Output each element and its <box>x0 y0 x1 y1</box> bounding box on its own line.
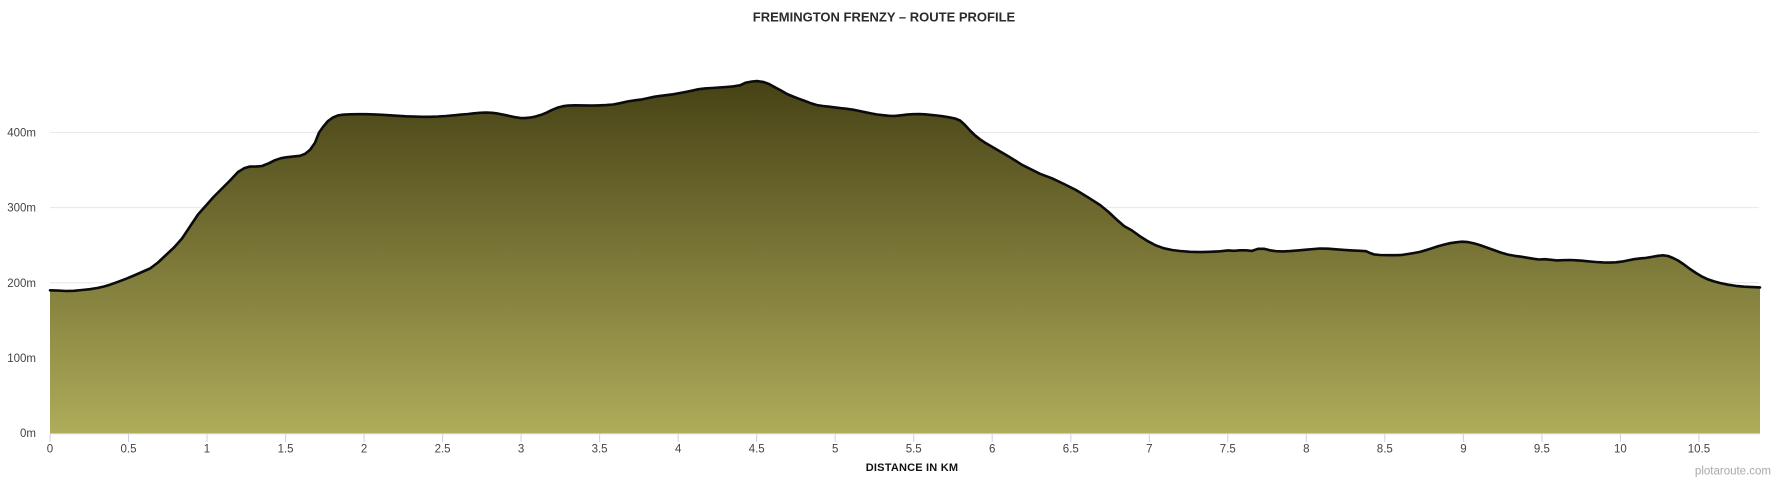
svg-text:9.5: 9.5 <box>1534 444 1550 456</box>
svg-text:6.5: 6.5 <box>1063 444 1079 456</box>
svg-text:0.5: 0.5 <box>121 444 137 456</box>
svg-text:0: 0 <box>47 444 53 456</box>
svg-text:3.5: 3.5 <box>592 444 608 456</box>
svg-text:10.5: 10.5 <box>1688 444 1710 456</box>
svg-text:7.5: 7.5 <box>1220 444 1236 456</box>
svg-text:8.5: 8.5 <box>1377 444 1393 456</box>
svg-text:2.5: 2.5 <box>435 444 451 456</box>
svg-text:FREMINGTON FRENZY – ROUTE PROF: FREMINGTON FRENZY – ROUTE PROFILE <box>753 10 1016 25</box>
svg-text:4: 4 <box>675 444 682 456</box>
svg-text:10: 10 <box>1614 444 1627 456</box>
svg-text:200m: 200m <box>7 278 36 290</box>
svg-text:DISTANCE IN KM: DISTANCE IN KM <box>866 462 958 474</box>
svg-text:400m: 400m <box>7 127 36 139</box>
svg-text:3: 3 <box>518 444 524 456</box>
svg-text:5.5: 5.5 <box>906 444 922 456</box>
svg-text:0m: 0m <box>20 428 36 440</box>
svg-text:7: 7 <box>1146 444 1152 456</box>
svg-text:300m: 300m <box>7 203 36 215</box>
svg-text:100m: 100m <box>7 353 36 365</box>
svg-text:6: 6 <box>989 444 995 456</box>
svg-text:8: 8 <box>1303 444 1309 456</box>
svg-text:5: 5 <box>832 444 838 456</box>
svg-text:4.5: 4.5 <box>749 444 765 456</box>
svg-text:plotaroute.com: plotaroute.com <box>1695 466 1771 478</box>
svg-text:2: 2 <box>361 444 367 456</box>
svg-text:1.5: 1.5 <box>278 444 294 456</box>
svg-text:9: 9 <box>1460 444 1466 456</box>
svg-text:1: 1 <box>204 444 210 456</box>
